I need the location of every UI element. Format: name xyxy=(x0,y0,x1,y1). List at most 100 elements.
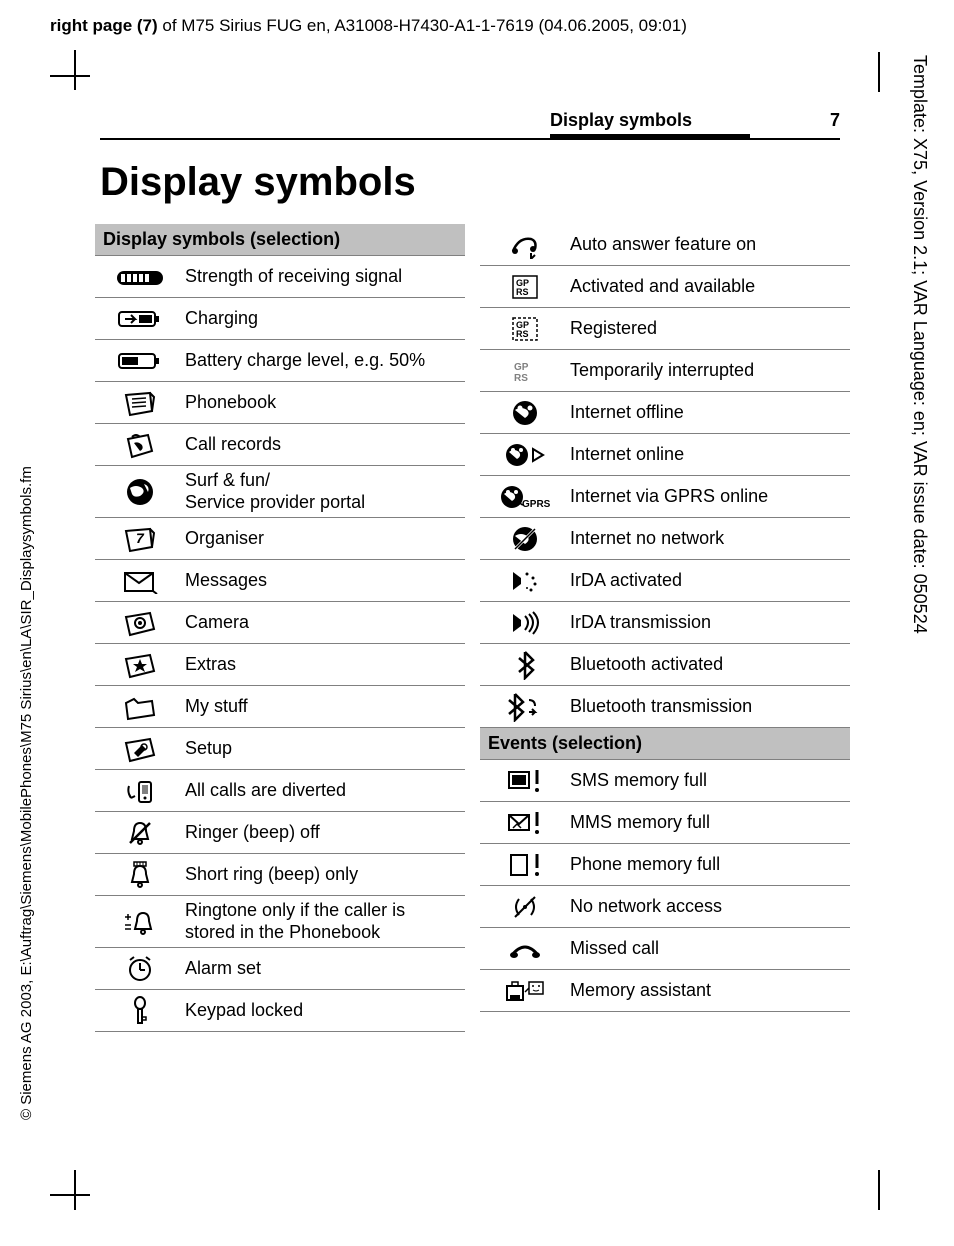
event-row: SMS memory full xyxy=(480,760,850,802)
extras-icon xyxy=(95,651,185,679)
page-number: 7 xyxy=(830,110,840,131)
event-row: No network access xyxy=(480,886,850,928)
display-symbol-desc: Internet offline xyxy=(570,402,850,424)
globe-icon xyxy=(95,476,185,508)
page-title: Display symbols xyxy=(100,160,416,205)
display-symbol-desc: Setup xyxy=(185,738,465,760)
display-symbol-row: Alarm set xyxy=(95,948,465,990)
net-online-icon xyxy=(480,441,570,469)
battery-icon xyxy=(95,351,185,371)
section-head-events: Events (selection) xyxy=(480,728,850,760)
gprs-dash-icon: GPRS xyxy=(480,316,570,342)
no-net-icon xyxy=(480,893,570,921)
phonebook-icon xyxy=(95,389,185,417)
gprs-box-icon: GPRS xyxy=(480,274,570,300)
display-symbol-desc: Activated and available xyxy=(570,276,850,298)
crop-mark xyxy=(74,50,76,90)
display-symbol-desc: Internet online xyxy=(570,444,850,466)
display-symbol-desc: Alarm set xyxy=(185,958,465,980)
camera-icon xyxy=(95,609,185,637)
running-rule xyxy=(100,138,840,140)
signal-icon xyxy=(95,268,185,286)
display-symbol-row: Keypad locked xyxy=(95,990,465,1032)
display-symbol-desc: Temporarily interrupted xyxy=(570,360,850,382)
svg-text:RS: RS xyxy=(516,329,529,339)
display-symbol-desc: Keypad locked xyxy=(185,1000,465,1022)
ringeroff-icon xyxy=(95,819,185,847)
callrecords-icon xyxy=(95,431,185,459)
right-vertical-text: Template: X75, Version 2.1; VAR Language… xyxy=(909,55,930,634)
shortring-icon xyxy=(95,860,185,890)
svg-text:GP: GP xyxy=(514,362,529,373)
bt-tx-icon xyxy=(480,692,570,722)
net-offline-icon xyxy=(480,399,570,427)
svg-text:RS: RS xyxy=(516,287,529,297)
display-symbol-desc: Organiser xyxy=(185,528,465,550)
crop-mark xyxy=(50,75,90,77)
display-symbol-row: My stuff xyxy=(95,686,465,728)
display-symbol-row: GPRSRegistered xyxy=(480,308,850,350)
crop-mark xyxy=(74,1170,76,1210)
display-symbol-desc: Ringer (beep) off xyxy=(185,822,465,844)
svg-text:7: 7 xyxy=(136,530,145,546)
display-symbol-desc: Call records xyxy=(185,434,465,456)
display-symbol-row: GPRSTemporarily interrupted xyxy=(480,350,850,392)
display-symbol-row: Internet offline xyxy=(480,392,850,434)
sms-full-icon xyxy=(480,768,570,794)
display-symbol-row: Bluetooth activated xyxy=(480,644,850,686)
header-rest: of M75 Sirius FUG en, A31008-H7430-A1-1-… xyxy=(158,16,687,35)
display-symbol-desc: Phonebook xyxy=(185,392,465,414)
display-symbol-row: Phonebook xyxy=(95,382,465,424)
left-vertical-text: © Siemens AG 2003, E:\Auftrag\Siemens\Mo… xyxy=(18,466,35,1120)
crop-mark xyxy=(878,1170,880,1210)
right-column: Auto answer feature onGPRSActivated and … xyxy=(480,224,850,1012)
running-head: Display symbols 7 xyxy=(550,110,840,131)
display-symbol-row: Setup xyxy=(95,728,465,770)
divert-icon xyxy=(95,776,185,806)
display-symbol-row: Bluetooth transmission xyxy=(480,686,850,728)
display-symbol-desc: Bluetooth activated xyxy=(570,654,850,676)
ringtone-pb-icon xyxy=(95,907,185,937)
mem-assist-icon xyxy=(480,978,570,1004)
display-symbol-row: All calls are diverted xyxy=(95,770,465,812)
irda-tx-icon xyxy=(480,610,570,636)
net-gprs-icon: GPRS xyxy=(480,483,570,511)
display-symbol-desc: Charging xyxy=(185,308,465,330)
display-symbol-row: Auto answer feature on xyxy=(480,224,850,266)
event-desc: No network access xyxy=(570,896,850,918)
event-row: Phone memory full xyxy=(480,844,850,886)
event-desc: Phone memory full xyxy=(570,854,850,876)
svg-text:GPRS: GPRS xyxy=(522,499,550,510)
display-symbol-row: Surf & fun/Service provider portal xyxy=(95,466,465,518)
mystuff-icon xyxy=(95,693,185,721)
irda-act-icon xyxy=(480,568,570,594)
display-symbol-desc: Camera xyxy=(185,612,465,634)
page-header: right page (7) of M75 Sirius FUG en, A31… xyxy=(50,16,687,36)
mms-full-icon xyxy=(480,810,570,836)
display-symbol-desc: Auto answer feature on xyxy=(570,234,850,256)
display-symbol-row: Short ring (beep) only xyxy=(95,854,465,896)
gprs-gray-icon: GPRS xyxy=(480,358,570,384)
running-head-label: Display symbols xyxy=(550,110,692,131)
organiser-icon: 7 xyxy=(95,525,185,553)
display-symbol-desc: Extras xyxy=(185,654,465,676)
crop-mark xyxy=(50,1194,90,1196)
display-symbol-row: 7 Organiser xyxy=(95,518,465,560)
charging-icon xyxy=(95,309,185,329)
display-symbol-desc: Registered xyxy=(570,318,850,340)
bt-act-icon xyxy=(480,650,570,680)
display-symbol-row: GPRSInternet via GPRS online xyxy=(480,476,850,518)
display-symbol-row: Ringtone only if the caller is stored in… xyxy=(95,896,465,948)
display-symbol-row: Battery charge level, e.g. 50% xyxy=(95,340,465,382)
display-symbol-desc: Ringtone only if the caller is stored in… xyxy=(185,900,465,943)
display-symbol-row: Charging xyxy=(95,298,465,340)
display-symbol-row: IrDA transmission xyxy=(480,602,850,644)
display-symbol-row: Call records xyxy=(95,424,465,466)
event-row: Memory assistant xyxy=(480,970,850,1012)
display-symbol-desc: Battery charge level, e.g. 50% xyxy=(185,350,465,372)
display-symbol-row: Messages xyxy=(95,560,465,602)
event-desc: Memory assistant xyxy=(570,980,850,1002)
autoanswer-icon xyxy=(480,231,570,259)
messages-icon xyxy=(95,568,185,594)
display-symbol-desc: Internet no network xyxy=(570,528,850,550)
